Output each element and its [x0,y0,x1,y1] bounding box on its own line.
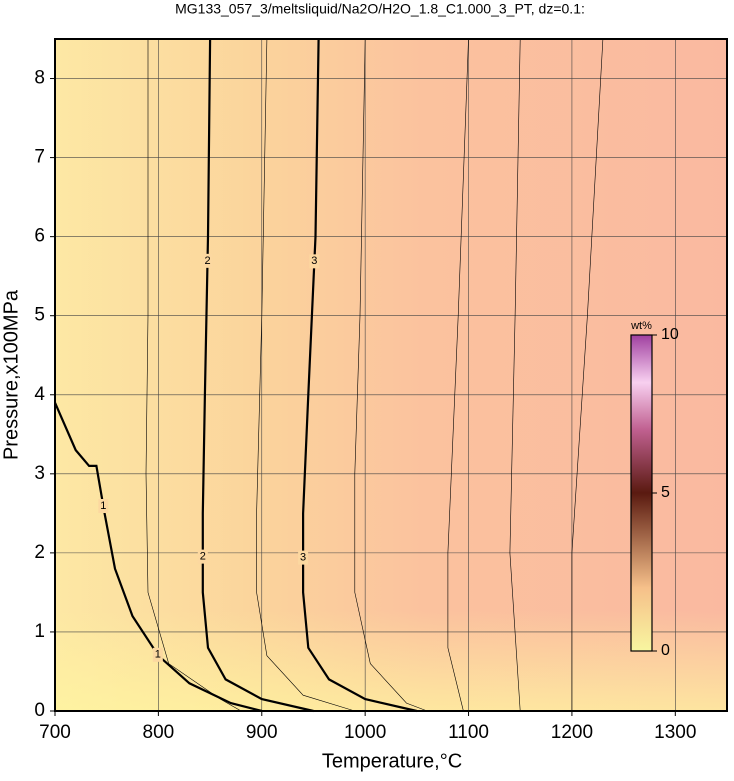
y-tick-label: 1 [34,621,45,642]
contour-label-bg [309,254,320,269]
contour-label: 3 [311,255,317,267]
x-tick-label: 900 [246,722,278,743]
contour-line [354,38,428,712]
x-tick-label: 1300 [654,722,696,743]
colorbar-label: wt% [630,320,652,332]
contour-line [201,38,314,713]
plot-frame [54,38,728,712]
contour-label: 2 [200,551,206,563]
y-tick-label: 8 [34,68,45,89]
contour-label: 1 [155,649,161,661]
contour-label-bg [197,549,208,564]
y-tick-label: 6 [34,226,45,247]
chart-title: MG133_057_3/meltsliquid/Na2O/H2O_1.8_C1.… [175,1,585,17]
contour-label: 2 [204,255,210,267]
x-tick-label: 1000 [344,722,386,743]
contour-label-bg [152,647,163,662]
colorbar-tick-label: 5 [661,484,670,501]
contour-line [447,38,469,712]
x-tick-label: 1100 [448,722,489,743]
y-tick-label: 3 [34,463,45,484]
y-tick-label: 7 [34,147,45,168]
contour-label-bg [98,499,109,514]
y-tick-label: 2 [34,542,45,563]
x-tick-label: 700 [39,722,71,743]
contour-line [302,38,418,713]
contour-label-bg [202,253,213,268]
contour-line [53,402,263,713]
colorbar [630,334,653,652]
colorbar-tick-label: 10 [661,326,679,343]
contour-label: 3 [300,552,306,564]
x-axis-label: Temperature,°C [322,750,462,772]
y-tick-label: 4 [34,384,45,405]
contour-label-bg [298,550,309,565]
y-tick-label: 0 [34,700,45,721]
contour-label: 1 [100,500,106,512]
x-tick-label: 1200 [551,722,593,743]
contour-line [509,38,521,712]
contour-line [256,38,355,712]
y-axis-label: Pressure,x100MPa [0,289,22,460]
contour-line [571,38,604,711]
plot-background-shade [55,39,727,711]
colorbar-tick-label: 0 [661,642,670,659]
x-tick-label: 800 [143,722,175,743]
y-tick-label: 5 [34,305,45,326]
contour-line [145,39,242,712]
